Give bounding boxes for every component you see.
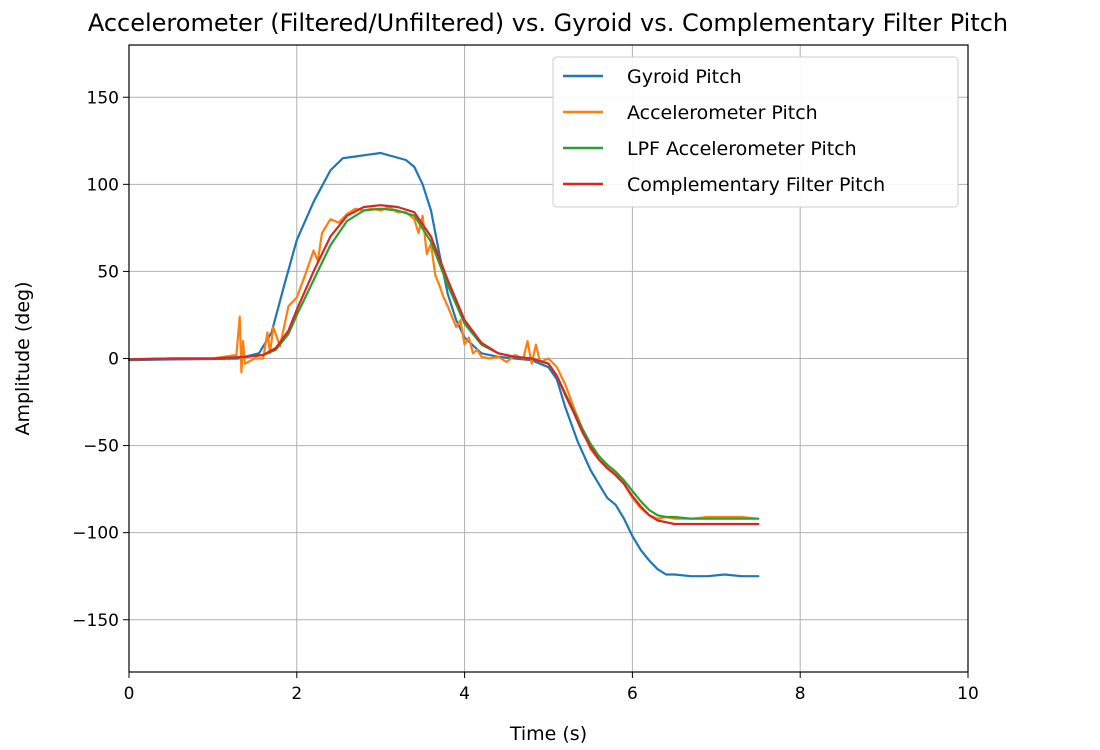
x-tick-label: 10 bbox=[957, 684, 979, 704]
y-tick-label: −150 bbox=[72, 611, 119, 631]
series-line-gyroid-pitch bbox=[127, 151, 760, 578]
y-tick-label: −50 bbox=[83, 437, 119, 457]
y-tick-label: 150 bbox=[87, 88, 119, 108]
axis-ticks: 0 2 4 6 8 10 150 100 50 0 −50 −100 −150 bbox=[72, 88, 979, 704]
y-tick-label: 0 bbox=[108, 350, 119, 370]
legend: Gyroid Pitch Accelerometer Pitch LPF Accel… bbox=[552, 56, 959, 208]
legend-label-lpf-accelerometer-pitch: LPF Accelerometer Pitch bbox=[627, 138, 857, 160]
series-line-complementary-filter-pitch bbox=[127, 204, 760, 526]
y-tick-label: −100 bbox=[72, 524, 119, 544]
x-tick-label: 8 bbox=[795, 684, 806, 704]
legend-label-complementary-filter-pitch: Complementary Filter Pitch bbox=[627, 174, 885, 196]
y-axis-label: Amplitude (deg) bbox=[12, 281, 34, 435]
legend-label-gyroid-pitch: Gyroid Pitch bbox=[627, 66, 742, 88]
x-axis-label: Time (s) bbox=[509, 723, 587, 745]
series-lines bbox=[127, 151, 760, 578]
legend-box bbox=[552, 56, 959, 208]
legend-label-accelerometer-pitch: Accelerometer Pitch bbox=[627, 102, 818, 124]
x-tick-label: 2 bbox=[291, 684, 302, 704]
chart-title: Accelerometer (Filtered/Unfiltered) vs. … bbox=[88, 9, 1008, 37]
x-tick-label: 4 bbox=[459, 684, 470, 704]
x-tick-label: 0 bbox=[124, 684, 135, 704]
series-line-accelerometer-pitch bbox=[127, 205, 760, 520]
series-line-lpf-accelerometer-pitch bbox=[127, 207, 760, 520]
x-tick-label: 6 bbox=[627, 684, 638, 704]
y-tick-label: 100 bbox=[87, 175, 119, 195]
y-tick-label: 50 bbox=[97, 262, 119, 282]
